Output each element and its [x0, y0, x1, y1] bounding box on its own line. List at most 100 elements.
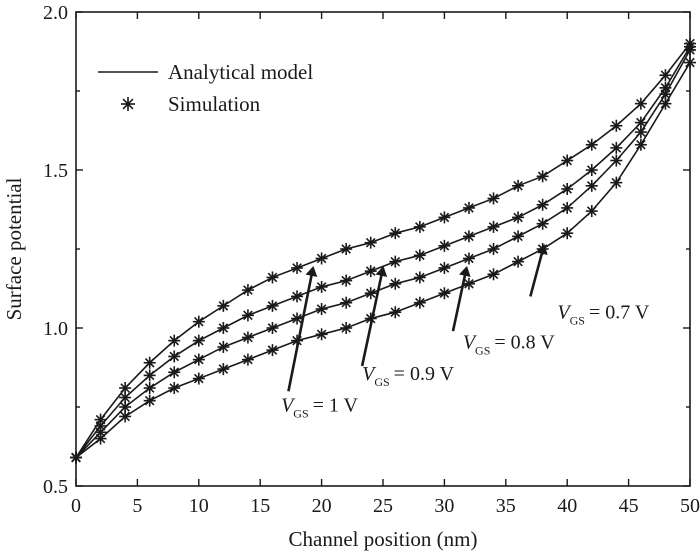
data-point-vgs-0.9: [315, 280, 328, 293]
data-point-vgs-0.9: [192, 334, 205, 347]
legend-label-simulation: Simulation: [168, 92, 261, 116]
data-point-vgs-0.9: [413, 249, 426, 262]
data-point-vgs-0.7: [462, 277, 475, 290]
annotation-label-vgs: VGS = 0.7 V: [557, 302, 649, 328]
data-point-vgs-1: [143, 356, 156, 369]
data-point-vgs-0.9: [217, 322, 230, 334]
data-point-vgs-0.9: [585, 164, 598, 176]
legend-label-analytical: Analytical model: [168, 60, 313, 84]
data-point-vgs-0.9: [536, 198, 549, 211]
x-tick-label: 0: [71, 495, 81, 517]
data-point-vgs-0.7: [389, 306, 402, 319]
x-tick-label: 25: [373, 495, 393, 517]
data-point-vgs-0.7: [266, 344, 279, 357]
data-point-vgs-0.9: [438, 239, 451, 252]
data-point-vgs-0.7: [585, 205, 598, 218]
data-point-vgs-0.8: [487, 243, 500, 255]
data-point-vgs-0.7: [315, 328, 328, 341]
data-point-vgs-1: [389, 227, 402, 240]
data-point-vgs-0.8: [634, 126, 647, 139]
data-point-vgs-0.9: [512, 211, 525, 224]
data-point-vgs-0.7: [438, 287, 451, 300]
data-point-vgs-0.7: [413, 296, 426, 309]
data-point-vgs-0.9: [291, 290, 304, 303]
x-tick-label: 40: [557, 495, 577, 517]
data-point-vgs-0.9: [241, 309, 254, 322]
x-tick-label: 15: [250, 495, 270, 517]
data-point-vgs-0.8: [561, 201, 574, 214]
data-point-vgs-0.7: [659, 97, 672, 110]
data-point-vgs-0.8: [315, 303, 328, 316]
data-point-vgs-0.8: [585, 179, 598, 192]
y-tick-label: 0.5: [43, 476, 68, 498]
y-tick-label: 1.5: [43, 160, 68, 182]
annotation-arrow: [287, 265, 318, 392]
data-point-vgs-1: [340, 243, 353, 255]
data-point-vgs-1: [659, 69, 672, 82]
data-point-vgs-0.8: [217, 340, 230, 353]
annotation-arrow: [529, 243, 548, 297]
x-tick-label: 10: [189, 495, 209, 517]
data-point-vgs-0.9: [168, 350, 181, 363]
data-point-vgs-0.8: [462, 252, 475, 265]
data-point-vgs-0.8: [536, 217, 549, 230]
data-point-vgs-0.8: [168, 366, 181, 379]
ticks-layer: 0 5 10 15 20 25 30 35 40 45 50 0.5 1.0 1.5 2.0: [43, 2, 700, 517]
series-line-vgs-0.7: [75, 62, 691, 459]
y-tick-label: 1.0: [43, 318, 68, 340]
data-point-vgs-0.9: [266, 299, 279, 312]
data-point-vgs-1: [241, 284, 254, 297]
data-point-vgs-0.8: [389, 277, 402, 290]
data-point-vgs-1: [413, 220, 426, 233]
x-tick-label: 20: [312, 495, 332, 517]
data-point-vgs-0.7: [192, 372, 205, 385]
data-point-vgs-0.8: [143, 382, 156, 395]
series-layer: [70, 37, 696, 464]
annotation-var: V: [362, 363, 377, 385]
annotation-sub: GS: [293, 407, 308, 421]
data-point-vgs-0.9: [487, 220, 500, 233]
data-point-vgs-1: [561, 154, 574, 167]
data-point-vgs-1: [364, 236, 377, 249]
data-point-vgs-0.9: [634, 116, 647, 129]
x-tick-label: 5: [132, 495, 142, 517]
data-point-vgs-0.9: [364, 265, 377, 278]
data-point-vgs-0.7: [94, 432, 107, 445]
data-point-vgs-0.9: [389, 255, 402, 268]
data-point-vgs-0.8: [610, 154, 623, 167]
data-point-vgs-0.7: [634, 138, 647, 151]
annotation-var: V: [463, 332, 478, 354]
data-point-vgs-0.7: [610, 176, 623, 189]
data-point-vgs-0.7: [561, 227, 574, 240]
x-axis-label: Channel position (nm): [289, 527, 478, 551]
data-point-vgs-0.9: [610, 141, 623, 154]
data-point-vgs-0.8: [266, 322, 279, 334]
data-point-vgs-1: [634, 97, 647, 110]
data-point-vgs-1: [512, 179, 525, 192]
x-tick-label: 30: [434, 495, 454, 517]
data-point-vgs-1: [610, 119, 623, 132]
annotation-value: = 1 V: [313, 395, 359, 417]
x-tick-label: 35: [496, 495, 516, 517]
x-tick-label: 45: [619, 495, 639, 517]
data-point-vgs-1: [168, 334, 181, 347]
y-tick-label: 2.0: [43, 2, 68, 24]
data-point-vgs-0.7: [512, 255, 525, 268]
annotation-label-vgs: VGS = 0.8 V: [463, 332, 555, 358]
annotation-sub: GS: [570, 314, 585, 328]
legend-asterisk-icon: [121, 97, 135, 111]
data-point-vgs-1: [192, 315, 205, 328]
annotation-label-vgs: VGS = 1 V: [281, 395, 358, 421]
y-axis-label: Surface potential: [2, 177, 26, 320]
data-point-vgs-0.8: [192, 353, 205, 366]
data-point-vgs-1: [585, 138, 598, 151]
data-point-vgs-0.9: [462, 230, 475, 243]
annotation-value: = 0.9 V: [394, 363, 455, 385]
annotation-sub: GS: [374, 375, 389, 389]
data-point-vgs-0.8: [340, 296, 353, 309]
data-point-vgs-1: [217, 299, 230, 312]
data-point-vgs-1: [536, 170, 549, 183]
data-point-vgs-0.7: [217, 363, 230, 376]
